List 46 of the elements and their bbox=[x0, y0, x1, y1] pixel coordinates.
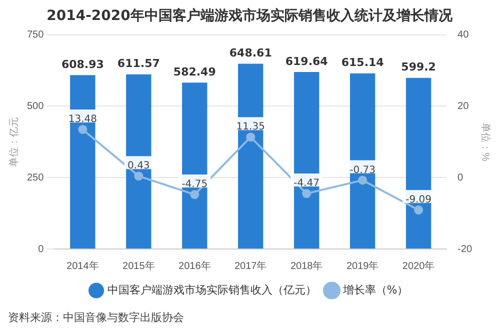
x-tick-label: 2020年 bbox=[402, 260, 435, 272]
data-label: 582.49 bbox=[173, 66, 216, 78]
y2-tick-label: -20 bbox=[458, 244, 472, 255]
x-tick-label: 2019年 bbox=[346, 260, 379, 272]
x-tick-label: 2017年 bbox=[234, 260, 267, 272]
data-label: 13.48 bbox=[68, 114, 97, 126]
y-axis-title: 单位：亿元 bbox=[8, 116, 20, 167]
data-label: -9.09 bbox=[406, 194, 432, 206]
point bbox=[414, 206, 424, 215]
y-tick-label: 750 bbox=[26, 30, 44, 41]
bar bbox=[70, 75, 96, 248]
y2-axis-title: 单位：% bbox=[479, 122, 492, 162]
y-tick-label: 250 bbox=[26, 172, 44, 184]
y-tick-label: 500 bbox=[26, 100, 44, 112]
point bbox=[78, 124, 88, 134]
data-label: 648.61 bbox=[229, 46, 272, 60]
bar bbox=[238, 64, 264, 248]
x-tick-label: 2018年 bbox=[290, 260, 323, 272]
legend-label: 增长率（%） bbox=[342, 283, 408, 296]
x-tick-label: 2014年 bbox=[66, 260, 99, 272]
data-label: -4.47 bbox=[294, 178, 320, 190]
data-label: 619.64 bbox=[285, 54, 328, 68]
y-tick-label: 0 bbox=[38, 244, 44, 255]
point bbox=[302, 189, 312, 198]
data-label: 608.93 bbox=[61, 58, 104, 71]
data-label: 0.43 bbox=[128, 160, 150, 172]
x-tick-label: 2016年 bbox=[178, 260, 211, 272]
chart-title: 2014-2020年中国客户端游戏市场实际销售收入统计及增长情况 bbox=[46, 7, 454, 24]
point bbox=[358, 176, 368, 185]
data-label: 615.14 bbox=[341, 56, 384, 70]
y2-tick-label: 20 bbox=[458, 100, 470, 112]
text: 资料来源：中国音像与数字出版协会 bbox=[7, 310, 185, 326]
data-label: 11.35 bbox=[236, 122, 265, 133]
bar bbox=[350, 73, 376, 248]
data-label: -0.73 bbox=[350, 164, 376, 176]
point bbox=[190, 190, 200, 200]
bar bbox=[126, 74, 152, 248]
y2-tick-label: 0 bbox=[458, 172, 464, 184]
y2-tick-label: 40 bbox=[458, 30, 470, 41]
point bbox=[134, 172, 144, 181]
data-label: -4.75 bbox=[182, 179, 208, 190]
point bbox=[246, 132, 256, 142]
data-label: 611.57 bbox=[117, 57, 160, 70]
legend-label: 中国客户端游戏市场实际销售收入（亿元） bbox=[107, 283, 316, 296]
x-tick-label: 2015年 bbox=[122, 260, 155, 272]
data-label: 599.2 bbox=[401, 60, 436, 74]
